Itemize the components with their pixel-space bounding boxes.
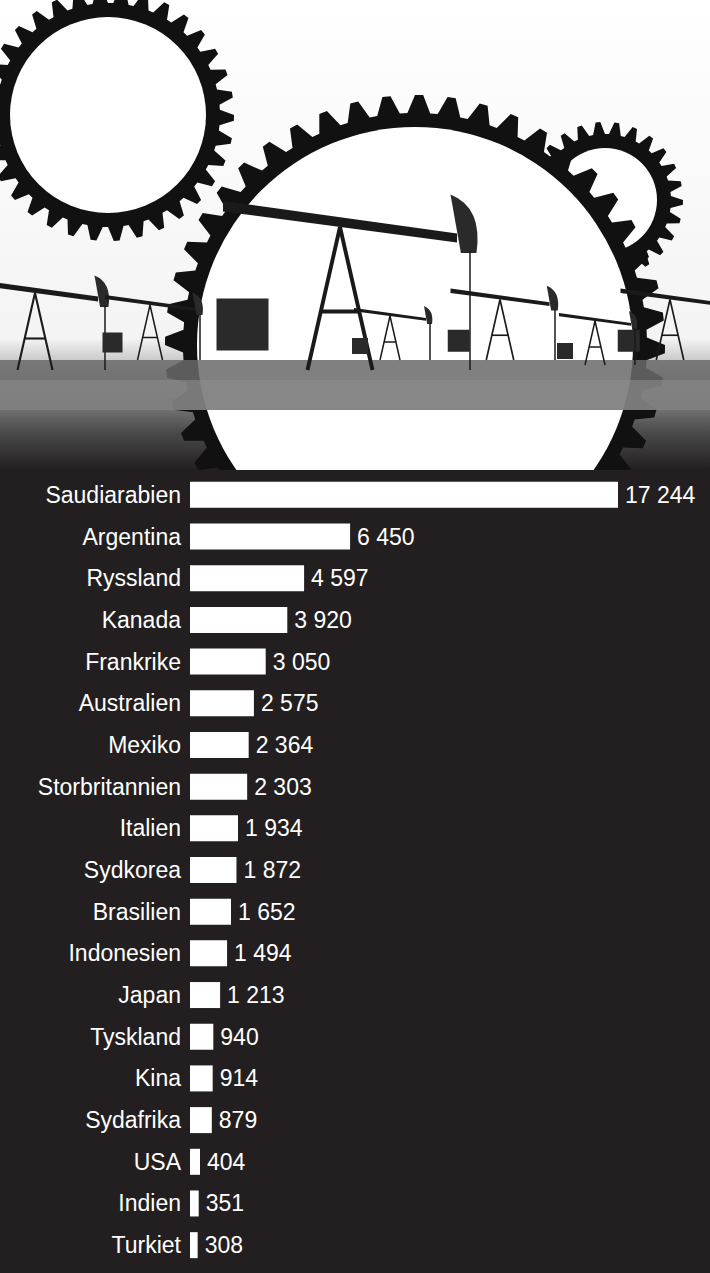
- svg-text:940: 940: [220, 1024, 258, 1050]
- svg-text:Saudiarabien: Saudiarabien: [45, 482, 181, 508]
- svg-text:Japan: Japan: [118, 982, 181, 1008]
- svg-text:USA: USA: [134, 1149, 182, 1175]
- svg-text:Brasilien: Brasilien: [93, 899, 181, 925]
- svg-text:Storbritannien: Storbritannien: [38, 774, 181, 800]
- svg-text:351: 351: [206, 1190, 244, 1216]
- svg-text:Sydafrika: Sydafrika: [85, 1107, 181, 1133]
- svg-text:1 934: 1 934: [245, 815, 303, 841]
- svg-text:1 213: 1 213: [227, 982, 285, 1008]
- svg-text:Mexiko: Mexiko: [108, 732, 181, 758]
- svg-text:914: 914: [220, 1065, 259, 1091]
- svg-text:879: 879: [219, 1107, 257, 1133]
- svg-text:3 050: 3 050: [273, 649, 331, 675]
- svg-text:2 364: 2 364: [256, 732, 314, 758]
- svg-text:Argentina: Argentina: [83, 524, 182, 550]
- svg-text:6 450: 6 450: [357, 524, 415, 550]
- svg-text:2 575: 2 575: [261, 690, 319, 716]
- svg-text:Indonesien: Indonesien: [68, 940, 181, 966]
- svg-text:1 494: 1 494: [234, 940, 292, 966]
- svg-text:Tyskland: Tyskland: [90, 1024, 181, 1050]
- svg-text:Ryssland: Ryssland: [86, 565, 181, 591]
- svg-text:Frankrike: Frankrike: [85, 649, 181, 675]
- svg-text:Kina: Kina: [135, 1065, 181, 1091]
- svg-text:1 652: 1 652: [238, 899, 296, 925]
- svg-text:308: 308: [205, 1232, 243, 1258]
- svg-text:1 872: 1 872: [243, 857, 301, 883]
- svg-text:Indien: Indien: [118, 1190, 181, 1216]
- svg-text:404: 404: [207, 1149, 246, 1175]
- svg-text:Sydkorea: Sydkorea: [84, 857, 181, 883]
- svg-text:3 920: 3 920: [294, 607, 352, 633]
- svg-text:Turkiet: Turkiet: [112, 1232, 182, 1258]
- svg-text:17 244: 17 244: [625, 482, 696, 508]
- svg-text:Kanada: Kanada: [102, 607, 182, 633]
- svg-text:4 597: 4 597: [311, 565, 369, 591]
- svg-text:Australien: Australien: [79, 690, 181, 716]
- svg-text:Italien: Italien: [120, 815, 181, 841]
- svg-text:2 303: 2 303: [254, 774, 312, 800]
